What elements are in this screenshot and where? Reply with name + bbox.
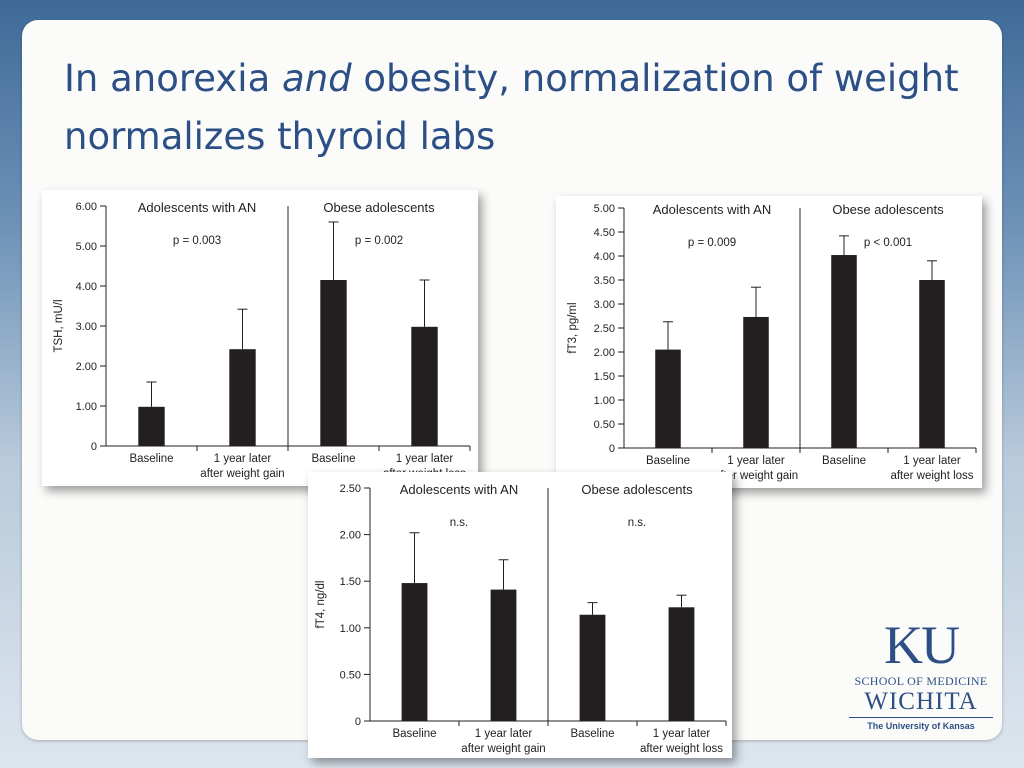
tsh-group-header: Obese adolescents bbox=[323, 200, 435, 215]
ft3-y-tick-label: 4.00 bbox=[594, 251, 615, 263]
ft4-chart-panel: 0 0.50 1.00 1.50 2.00 2.50 fT4, ng/dl Adolescen… bbox=[308, 472, 732, 758]
ft4-y-tick-label: 1.00 bbox=[340, 623, 361, 635]
tsh-y-tick-label: 3.00 bbox=[76, 321, 97, 333]
ft4-category-label: after weight gain bbox=[461, 743, 545, 755]
ft3-group-header: Obese adolescents bbox=[832, 202, 944, 217]
logo-divider bbox=[849, 717, 993, 718]
logo-mark: KU bbox=[884, 615, 960, 675]
tsh-y-tick-label: 0 bbox=[91, 441, 97, 453]
ft4-group-header: Obese adolescents bbox=[581, 482, 693, 497]
tsh-y-tick-label: 5.00 bbox=[76, 241, 97, 253]
title-part-2: obesity, normalization of weight normali… bbox=[64, 57, 959, 158]
ft3-y-axis-title: fT3, pg/ml bbox=[567, 302, 579, 353]
ft3-category-label: 1 year later bbox=[727, 455, 785, 467]
ft3-chart-panel: 0 0.50 1.00 1.50 2.00 2.50 3.00 3.50 4.00 4.50 5.0… bbox=[556, 196, 982, 488]
ft3-y-tick-label: 2.50 bbox=[594, 323, 615, 335]
ft3-category-label: after weight loss bbox=[890, 470, 973, 482]
ft4-group-header: Adolescents with AN bbox=[400, 482, 519, 497]
ft3-bar bbox=[919, 280, 945, 448]
ft4-bar bbox=[401, 583, 428, 721]
ft3-y-tick-label: 2.00 bbox=[594, 347, 615, 359]
tsh-bar bbox=[320, 280, 347, 446]
ft3-y-tick-label: 4.50 bbox=[594, 227, 615, 239]
ft4-category-label: after weight loss bbox=[640, 743, 723, 755]
tsh-p-value: p = 0.002 bbox=[355, 235, 403, 247]
tsh-category-label: 1 year later bbox=[214, 453, 272, 465]
ft4-category-label: 1 year later bbox=[475, 728, 533, 740]
ft3-p-value: p = 0.009 bbox=[688, 237, 736, 249]
ft4-chart: 0 0.50 1.00 1.50 2.00 2.50 fT4, ng/dl Adolescen… bbox=[315, 482, 727, 755]
ft4-y-tick-label: 1.50 bbox=[340, 576, 361, 588]
ft3-category-label: after weight gain bbox=[714, 470, 798, 482]
ft3-p-value: p < 0.001 bbox=[864, 237, 912, 249]
ft4-y-tick-label: 2.50 bbox=[340, 483, 361, 495]
ft3-category-label: 1 year later bbox=[903, 455, 961, 467]
ft4-category-label: Baseline bbox=[570, 728, 614, 740]
tsh-y-tick-label: 1.00 bbox=[76, 401, 97, 413]
ft4-bar bbox=[579, 614, 606, 721]
title-emphasis: and bbox=[282, 57, 352, 100]
ft4-category-label: Baseline bbox=[392, 728, 436, 740]
ft4-bar bbox=[490, 589, 517, 721]
tsh-y-axis-title: TSH, mU/l bbox=[53, 299, 65, 352]
tsh-category-label: Baseline bbox=[311, 453, 355, 465]
ft3-y-tick-label: 0 bbox=[609, 443, 615, 455]
ft4-p-value: n.s. bbox=[450, 517, 469, 529]
tsh-y-tick-label: 4.00 bbox=[76, 281, 97, 293]
ft3-y-tick-label: 1.00 bbox=[594, 395, 615, 407]
tsh-chart-panel: 0 1.00 2.00 3.00 4.00 5.00 6.00 TSH, mU/l Adoles… bbox=[42, 190, 478, 486]
tsh-category-label: Baseline bbox=[129, 453, 173, 465]
tsh-group-header: Adolescents with AN bbox=[138, 200, 257, 215]
tsh-y-tick-label: 2.00 bbox=[76, 361, 97, 373]
ft3-y-tick-label: 3.00 bbox=[594, 299, 615, 311]
tsh-chart: 0 1.00 2.00 3.00 4.00 5.00 6.00 TSH, mU/l Adoles… bbox=[53, 200, 471, 480]
ft3-y-tick-label: 3.50 bbox=[594, 275, 615, 287]
ft3-bar bbox=[655, 349, 681, 448]
tsh-p-value: p = 0.003 bbox=[173, 235, 221, 247]
ku-logo: KU SCHOOL OF MEDICINE WICHITA The Univer… bbox=[846, 618, 996, 738]
tsh-category-label: after weight gain bbox=[200, 468, 284, 480]
tsh-category-label: 1 year later bbox=[396, 453, 454, 465]
tsh-bar bbox=[138, 406, 165, 446]
tsh-y-tick-label: 6.00 bbox=[76, 201, 97, 213]
title-part-1: In anorexia bbox=[64, 57, 283, 100]
ft4-category-label: 1 year later bbox=[653, 728, 711, 740]
ft4-bar bbox=[668, 607, 695, 721]
ft4-y-tick-label: 2.00 bbox=[340, 530, 361, 542]
ft3-group-header: Adolescents with AN bbox=[653, 202, 772, 217]
ft4-y-axis-title: fT4, ng/dl bbox=[315, 581, 327, 629]
logo-university: The University of Kansas bbox=[867, 721, 975, 731]
slide-title: In anorexia and obesity, normalization o… bbox=[64, 50, 964, 166]
tsh-bar bbox=[229, 349, 256, 446]
logo-school: SCHOOL OF MEDICINE bbox=[854, 674, 988, 688]
ft3-category-label: Baseline bbox=[822, 455, 866, 467]
ft3-category-label: Baseline bbox=[646, 455, 690, 467]
ft4-p-value: n.s. bbox=[628, 517, 647, 529]
ft3-y-tick-label: 1.50 bbox=[594, 371, 615, 383]
tsh-bar bbox=[411, 326, 438, 446]
ft3-chart: 0 0.50 1.00 1.50 2.00 2.50 3.00 3.50 4.00 4.50 5.0… bbox=[567, 202, 977, 482]
ft3-bar bbox=[831, 255, 857, 448]
logo-city: WICHITA bbox=[864, 688, 978, 715]
ft3-y-tick-label: 5.00 bbox=[594, 203, 615, 215]
ft4-y-tick-label: 0 bbox=[355, 716, 361, 728]
ft3-bar bbox=[743, 316, 769, 448]
ft3-y-tick-label: 0.50 bbox=[594, 419, 615, 431]
ft4-y-tick-label: 0.50 bbox=[340, 669, 361, 681]
